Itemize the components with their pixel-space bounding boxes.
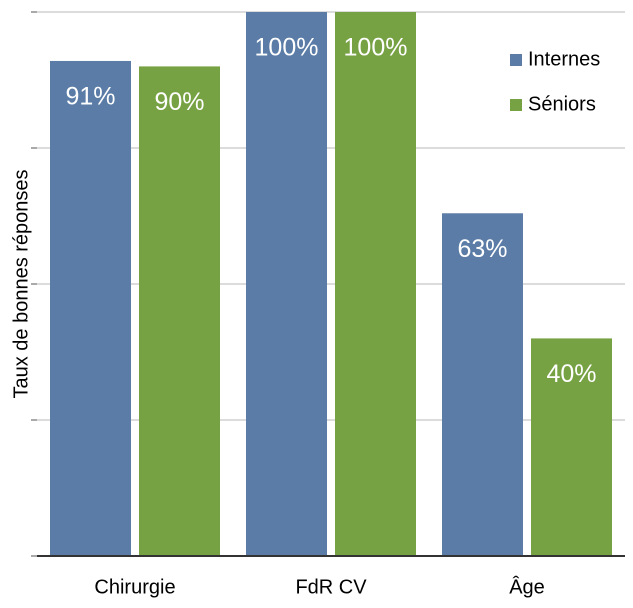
legend-label: Internes [528, 48, 600, 70]
legend-swatch [510, 54, 522, 66]
legend-swatch [510, 99, 522, 111]
x-tick-label: Chirurgie [94, 576, 175, 598]
legend-label: Séniors [528, 93, 596, 115]
data-label: 63% [457, 235, 507, 263]
x-tick-label: Âge [509, 575, 545, 598]
data-label: 100% [344, 34, 408, 62]
bar [531, 338, 612, 556]
data-label: 91% [65, 83, 115, 111]
y-axis-title: Taux de bonnes réponses [10, 169, 32, 398]
data-label: 40% [546, 360, 596, 388]
bar [335, 12, 416, 556]
bar [246, 12, 327, 556]
data-label: 90% [154, 88, 204, 116]
bar [139, 66, 220, 557]
x-tick-label: FdR CV [295, 576, 367, 598]
data-label: 100% [255, 34, 319, 62]
bar [50, 60, 131, 557]
bar [442, 213, 523, 556]
